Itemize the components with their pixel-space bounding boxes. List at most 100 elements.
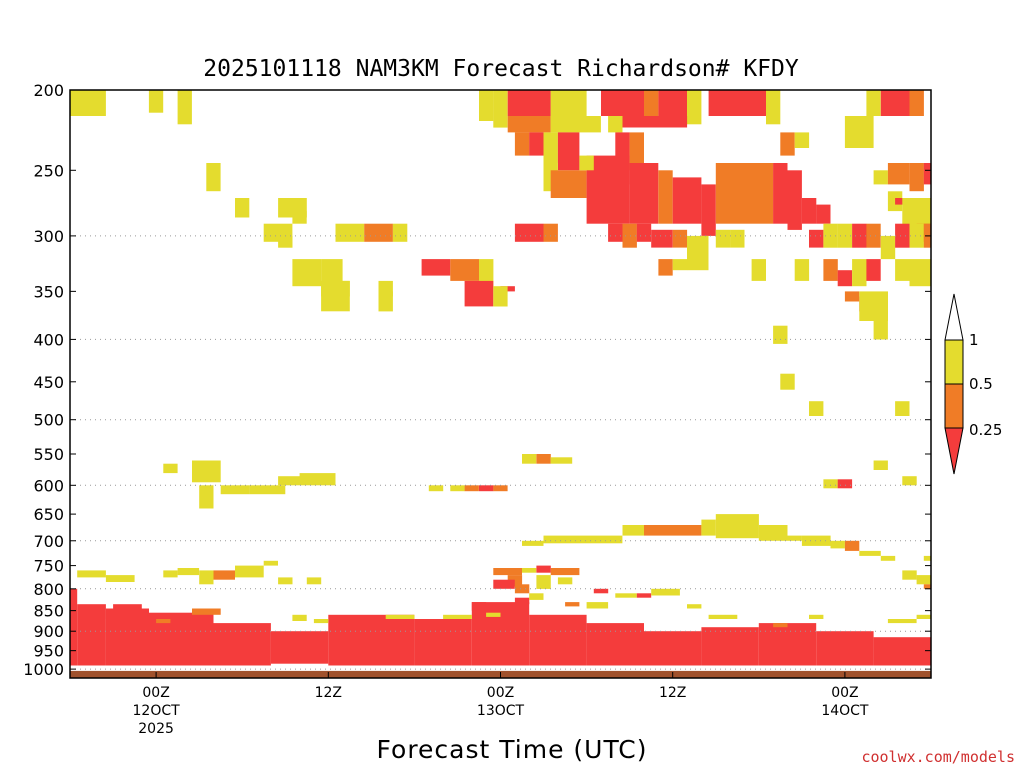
heatmap-cell <box>866 223 881 248</box>
heatmap-cell <box>70 90 106 116</box>
heatmap-cell <box>801 198 817 224</box>
x-tick-label: 00Z <box>831 685 858 701</box>
heatmap-cell <box>902 476 917 486</box>
heatmap-cell <box>909 163 924 192</box>
heatmap-cell <box>672 177 702 224</box>
legend-label: 0.25 <box>969 421 1002 439</box>
heatmap-cell <box>514 132 530 156</box>
heatmap-cell <box>199 485 214 509</box>
heatmap-cell <box>873 637 931 666</box>
y-axis: 200 250 300 350 400 450 500 550 600 650 700 750 800 8… <box>23 81 931 679</box>
heatmap-cell <box>816 204 831 224</box>
heatmap-cell <box>493 485 508 492</box>
heatmap-cell <box>500 286 515 292</box>
heatmap-cell <box>651 229 673 248</box>
heatmap-cell <box>306 577 322 585</box>
heatmap-cell <box>701 184 716 236</box>
heatmap-cell <box>909 223 924 248</box>
heatmap-cell <box>823 479 838 489</box>
heatmap-cell <box>364 223 393 242</box>
heatmap-cell <box>873 170 888 185</box>
heatmap-cell <box>672 259 688 271</box>
y-tick-label: 250 <box>33 161 64 180</box>
heatmap-cell <box>651 588 680 596</box>
heatmap-cell <box>715 229 731 248</box>
heatmap-cell <box>507 90 551 116</box>
heatmap-cell <box>887 163 910 185</box>
heatmap-cell <box>837 479 853 489</box>
heatmap-cell <box>335 223 365 242</box>
heatmap-cell <box>622 223 637 248</box>
heatmap-cell <box>923 163 931 185</box>
heatmap-cell <box>471 602 530 666</box>
heatmap-cells <box>70 90 931 678</box>
credit-link[interactable]: coolwx.com/models <box>861 748 1015 766</box>
heatmap-cell <box>873 460 888 470</box>
heatmap-cell <box>292 259 322 287</box>
heatmap-cell <box>844 291 860 302</box>
y-tick-label: 200 <box>33 81 64 100</box>
heatmap-cell <box>644 631 702 666</box>
heatmap-cell <box>701 519 716 536</box>
heatmap-cell <box>844 116 874 148</box>
heatmap-cell <box>235 198 250 218</box>
heatmap-cell <box>105 575 135 582</box>
heatmap-cell <box>687 604 702 609</box>
heatmap-cell <box>536 454 551 464</box>
heatmap-cell <box>206 163 221 192</box>
heatmap-cell <box>550 90 587 116</box>
heatmap-cell <box>809 614 824 619</box>
heatmap-cell <box>514 584 530 594</box>
y-tick-label: 550 <box>33 445 64 464</box>
heatmap-cell <box>414 619 472 666</box>
heatmap-cell <box>493 568 522 576</box>
y-tick-label: 700 <box>33 532 64 551</box>
heatmap-cell <box>550 170 587 198</box>
legend-arrow-above <box>944 293 964 341</box>
heatmap-cell <box>608 223 623 242</box>
heatmap-cell <box>479 485 494 492</box>
heatmap-cell <box>507 116 551 133</box>
x-tick-label: 00Z <box>142 685 169 701</box>
heatmap-cell <box>392 223 408 242</box>
heatmap-cell <box>199 570 214 585</box>
heatmap-cell <box>113 604 142 609</box>
heatmap-cell <box>163 463 178 474</box>
heatmap-cell <box>909 259 931 287</box>
legend-swatch <box>944 383 964 429</box>
x-tick-label: 12OCT <box>133 703 181 719</box>
heatmap-cell <box>328 614 415 666</box>
heatmap-cell <box>522 454 537 464</box>
heatmap-cell <box>529 614 587 666</box>
heatmap-cell <box>816 631 874 666</box>
heatmap-cell <box>522 540 544 546</box>
heatmap-cell <box>192 608 221 615</box>
heatmap-cell <box>622 525 644 536</box>
heatmap-cell <box>644 525 702 536</box>
heatmap-cell <box>751 259 766 281</box>
heatmap-cell <box>909 90 924 116</box>
heatmap-cell <box>629 163 659 224</box>
legend-arrow-below <box>944 427 964 475</box>
heatmap-cell <box>586 623 644 666</box>
heatmap-cell <box>672 229 688 248</box>
heatmap-cell <box>543 535 623 544</box>
heatmap-cell <box>213 623 271 666</box>
heatmap-cell <box>486 612 501 617</box>
heatmap-cell <box>493 90 508 128</box>
heatmap-cell <box>859 550 881 556</box>
heatmap-cell <box>923 584 931 589</box>
heatmap-cell <box>507 575 523 587</box>
heatmap-cell <box>701 627 759 666</box>
heatmap-cell <box>278 577 293 585</box>
heatmap-cell <box>514 597 530 605</box>
heatmap-cell <box>321 280 350 312</box>
heatmap-cell <box>522 568 537 573</box>
heatmap-cell <box>758 623 817 666</box>
y-tick-label: 450 <box>33 373 64 392</box>
heatmap-cell <box>809 401 824 416</box>
heatmap-cell <box>536 575 551 589</box>
heatmap-cell <box>529 132 544 156</box>
heatmap-cell <box>658 259 673 276</box>
heatmap-cell <box>249 485 286 495</box>
